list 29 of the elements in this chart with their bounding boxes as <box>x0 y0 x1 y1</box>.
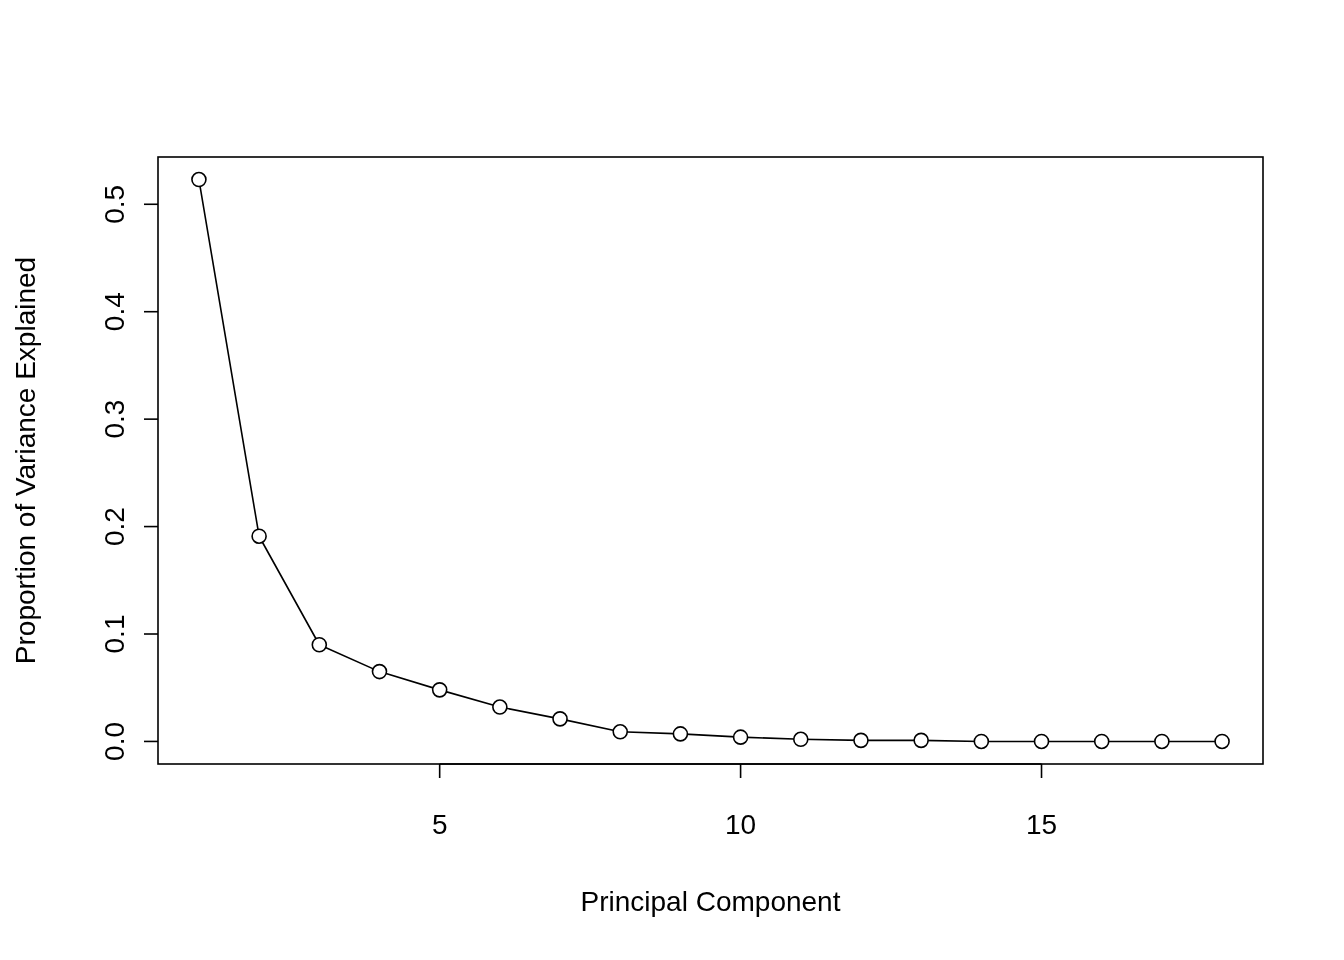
point <box>1214 733 1230 750</box>
x-tick-label: 15 <box>1025 809 1058 840</box>
y-tick-label: 0.2 <box>99 507 130 547</box>
point <box>1093 733 1110 750</box>
point <box>191 171 207 188</box>
point <box>672 726 689 742</box>
y-tick-label: 0.4 <box>99 292 130 332</box>
point <box>1033 733 1050 750</box>
point <box>552 711 568 727</box>
point <box>311 636 328 653</box>
x-tick-label: 10 <box>725 809 757 840</box>
point <box>973 733 990 750</box>
y-tick-label: 0.0 <box>99 721 130 761</box>
y-tick-label: 0.1 <box>99 614 130 654</box>
x-axis-title: Principal Component <box>580 886 841 917</box>
point <box>371 663 388 680</box>
point <box>431 682 448 698</box>
point <box>792 731 809 748</box>
point <box>732 729 749 745</box>
point <box>612 723 629 740</box>
point <box>492 699 508 715</box>
y-tick-label: 0.5 <box>99 184 130 224</box>
point <box>251 528 267 545</box>
y-axis-title: Proportion of Variance Explained <box>10 256 41 665</box>
x-tick-label: 5 <box>431 809 448 840</box>
point <box>853 732 869 749</box>
y-tick-label: 0.3 <box>99 399 130 439</box>
point <box>913 732 929 749</box>
point <box>1154 733 1170 750</box>
